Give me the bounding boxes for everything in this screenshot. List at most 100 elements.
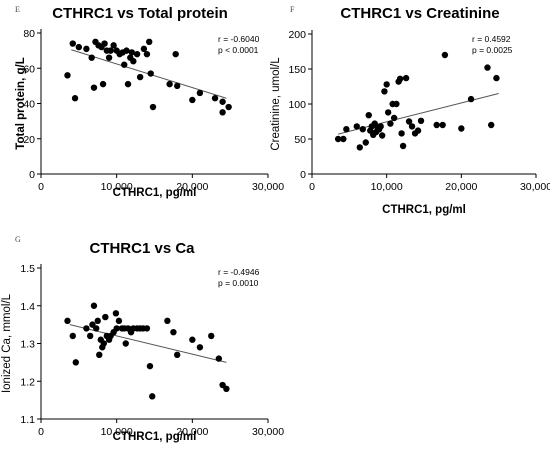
panel-g-data-point <box>100 340 108 347</box>
panel-f-stat-p: p = 0.0025 <box>472 45 513 55</box>
panel-g-xtick-label: 0 <box>38 426 44 438</box>
panel-g-data-point <box>208 332 215 340</box>
panel-f-data-point <box>396 75 404 83</box>
panel-g-ytick-label: 1.3 <box>20 339 35 351</box>
panel-e-data-point <box>105 54 113 61</box>
panel-e-data-point <box>133 50 141 58</box>
panel-g-data-point <box>112 310 120 317</box>
panel-f-data-point <box>408 123 416 130</box>
panel-e-xtick-label: 20,000 <box>176 181 208 193</box>
panel-e-data-point <box>90 84 98 91</box>
panel-g-xtick-label: 20,000 <box>176 426 208 438</box>
panel-g-data-point <box>143 325 151 332</box>
panel-f-data-point <box>377 123 384 130</box>
panel-f-xtick-label: 20,000 <box>445 181 477 193</box>
panel-f-data-point <box>433 121 440 129</box>
panel-e-xtick-label: 0 <box>38 181 44 193</box>
panel-e-ytick-label: 40 <box>23 99 35 111</box>
panel-g-data-point <box>90 302 98 309</box>
panel-g-stat-p: p = 0.0010 <box>218 278 259 288</box>
panel-g-data-point <box>94 317 101 325</box>
panel-g-data-point <box>189 336 196 343</box>
panel-g-data-point <box>64 317 71 325</box>
panel-e-data-point <box>172 50 179 58</box>
panel-f-ytick-label: 0 <box>300 169 306 181</box>
panel-g-xtick-label: 30,000 <box>252 426 284 438</box>
panel-f-data-point <box>488 121 495 129</box>
panel-f-data-point <box>393 100 400 108</box>
panel-g-ylabel: Ionized Ca, mmol/L <box>1 293 13 393</box>
panel-e-data-point <box>110 42 117 49</box>
panel-f-ytick-label: 100 <box>288 99 306 111</box>
panel-e-data-point <box>166 80 173 88</box>
panel-f-data-point <box>493 74 500 82</box>
panel-e-data-point <box>88 54 95 61</box>
panel-f-data-point <box>384 109 392 116</box>
panel-e-data-point <box>225 103 232 111</box>
panel-e-data-point <box>219 109 226 116</box>
panel-e-data-point <box>107 47 114 54</box>
panel-e-data-point <box>75 43 83 51</box>
panel-f-xlabel: CTHRC1, pg/ml <box>382 204 466 216</box>
panel-f-data-point <box>417 117 425 125</box>
panel-g-ytick-label: 1.5 <box>20 263 35 275</box>
panel-e-data-point <box>130 58 137 65</box>
panel-f-data-point <box>362 139 369 146</box>
panel-g-data-point <box>196 344 204 351</box>
panel-e-data-point <box>99 80 107 88</box>
panel-f-data-point <box>484 64 491 71</box>
panel-e-data-point <box>211 95 219 102</box>
panel-f-data-point <box>458 125 465 132</box>
panel-e-xtick-label: 30,000 <box>252 181 284 193</box>
panel-g-data-point <box>146 362 154 370</box>
panel-e-ytick-label: 0 <box>29 169 35 181</box>
panel-g-letter: G <box>15 235 21 244</box>
panel-e-data-point <box>123 47 130 54</box>
panel-g-xlabel: CTHRC1, pg/ml <box>113 431 197 443</box>
panel-g-data-point <box>170 328 177 336</box>
panel-g-ytick-label: 1.1 <box>20 414 35 426</box>
panel-g-data-point <box>113 325 120 332</box>
panel-f-data-point <box>356 144 363 151</box>
panel-e-data-point <box>140 45 148 53</box>
panel-g-data-point <box>83 325 90 332</box>
panel-f-data-point <box>399 142 407 150</box>
panel-e-data-point <box>124 80 132 88</box>
panel-e-ytick-label: 60 <box>23 63 35 75</box>
panel-f-data-point <box>334 135 342 143</box>
panel-e-stat-r: r = -0.6040 <box>218 34 260 44</box>
panel-e-ylabel: Total protein, g/L <box>15 57 27 149</box>
panel-f-data-point <box>340 135 347 143</box>
panel-e-data-point <box>174 82 181 90</box>
panel-e-data-point <box>128 49 135 56</box>
panel-e-data-point <box>69 40 76 47</box>
panel-e-data-point <box>121 61 128 68</box>
panel-f-data-point <box>378 132 386 139</box>
panel-f-title: CTHRC1 vs Creatinine <box>340 5 499 22</box>
panel-f-xtick-label: 0 <box>309 181 315 193</box>
panel-g-data-point <box>115 317 123 325</box>
panel-e-data-point <box>189 96 196 104</box>
panel-f-data-point <box>467 95 475 103</box>
panel-f-xtick-label: 10,000 <box>371 181 403 193</box>
panel-g-data-point <box>215 355 223 362</box>
panel-g-title: CTHRC1 vs Ca <box>89 240 195 257</box>
panel-g-data-point <box>223 385 230 392</box>
panel-f-data-point <box>353 123 360 130</box>
panel-e-data-point <box>143 50 151 58</box>
panel-g-ytick-label: 1.2 <box>20 376 35 388</box>
panel-e-data-point <box>146 38 153 46</box>
panel-e-letter: E <box>15 5 20 14</box>
panel-g-data-point <box>174 351 181 359</box>
panel-g-xtick-label: 10,000 <box>101 426 133 438</box>
panel-g-ytick-label: 1.4 <box>20 301 35 313</box>
panel-e-data-point <box>147 70 154 77</box>
panel-f-data-point <box>441 51 449 59</box>
panel-g-data-point <box>69 332 76 340</box>
panel-g-data-point <box>96 351 103 359</box>
panel-f-data-point <box>398 130 405 137</box>
panel-f-letter: F <box>290 5 295 14</box>
panel-f-xtick-label: 30,000 <box>520 181 550 193</box>
panel-f-data-point <box>383 81 390 88</box>
panel-f-data-point <box>387 120 394 127</box>
